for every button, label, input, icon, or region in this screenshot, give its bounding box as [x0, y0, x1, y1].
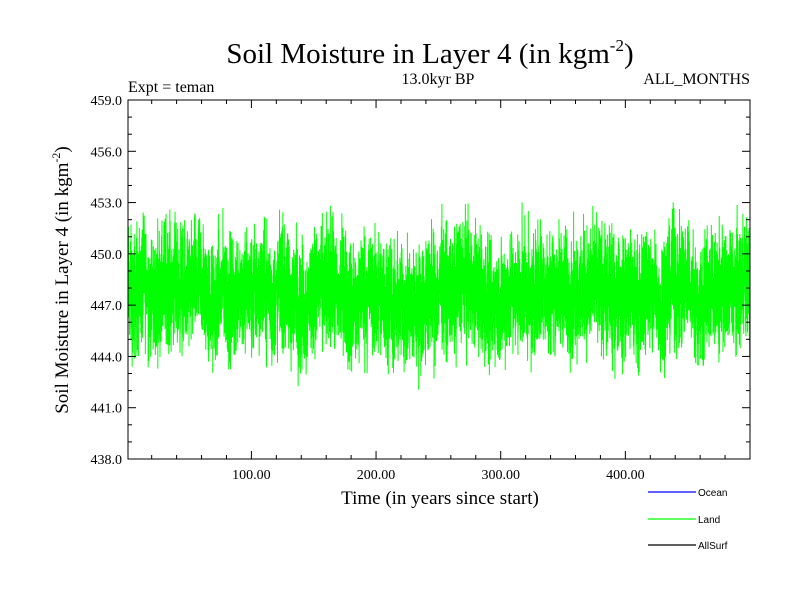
y-tick-label: 453.0 [91, 197, 123, 212]
x-tick-label: 200.00 [357, 468, 396, 483]
y-tick-label: 447.0 [91, 299, 123, 314]
x-axis-label: Time (in years since start) [341, 488, 539, 509]
legend-label-land: Land [698, 515, 720, 526]
x-tick-label: 300.00 [481, 468, 520, 483]
y-tick-label: 438.0 [91, 453, 123, 468]
y-tick-label: 459.0 [91, 94, 123, 109]
x-tick-label: 100.00 [232, 468, 271, 483]
legend-label-allsurf: AllSurf [698, 541, 728, 552]
x-tick-label: 400.00 [606, 468, 645, 483]
plot-frame [127, 99, 751, 460]
legend: Ocean Land AllSurf [648, 488, 728, 552]
y-tick-label: 456.0 [91, 145, 123, 160]
chart-title: Soil Moisture in Layer 4 (in kgm-2) [226, 36, 633, 70]
y-tick-label: 444.0 [91, 350, 123, 365]
y-tick-label: 450.0 [91, 248, 123, 263]
y-axis-label: Soil Moisture in Layer 4 (in kgm-2) [49, 146, 73, 414]
tick-layer: 438.0 441.0 444.0 447.0 450.0 453.0 456.0 459.0… [91, 94, 750, 483]
series-line-land [127, 202, 751, 390]
expt-label: Expt = teman [128, 79, 214, 96]
period-label: 13.0kyr BP [402, 71, 475, 88]
legend-label-ocean: Ocean [698, 488, 727, 499]
y-tick-label: 441.0 [91, 402, 123, 417]
months-label: ALL_MONTHS [643, 71, 750, 88]
series-layer [127, 202, 751, 390]
